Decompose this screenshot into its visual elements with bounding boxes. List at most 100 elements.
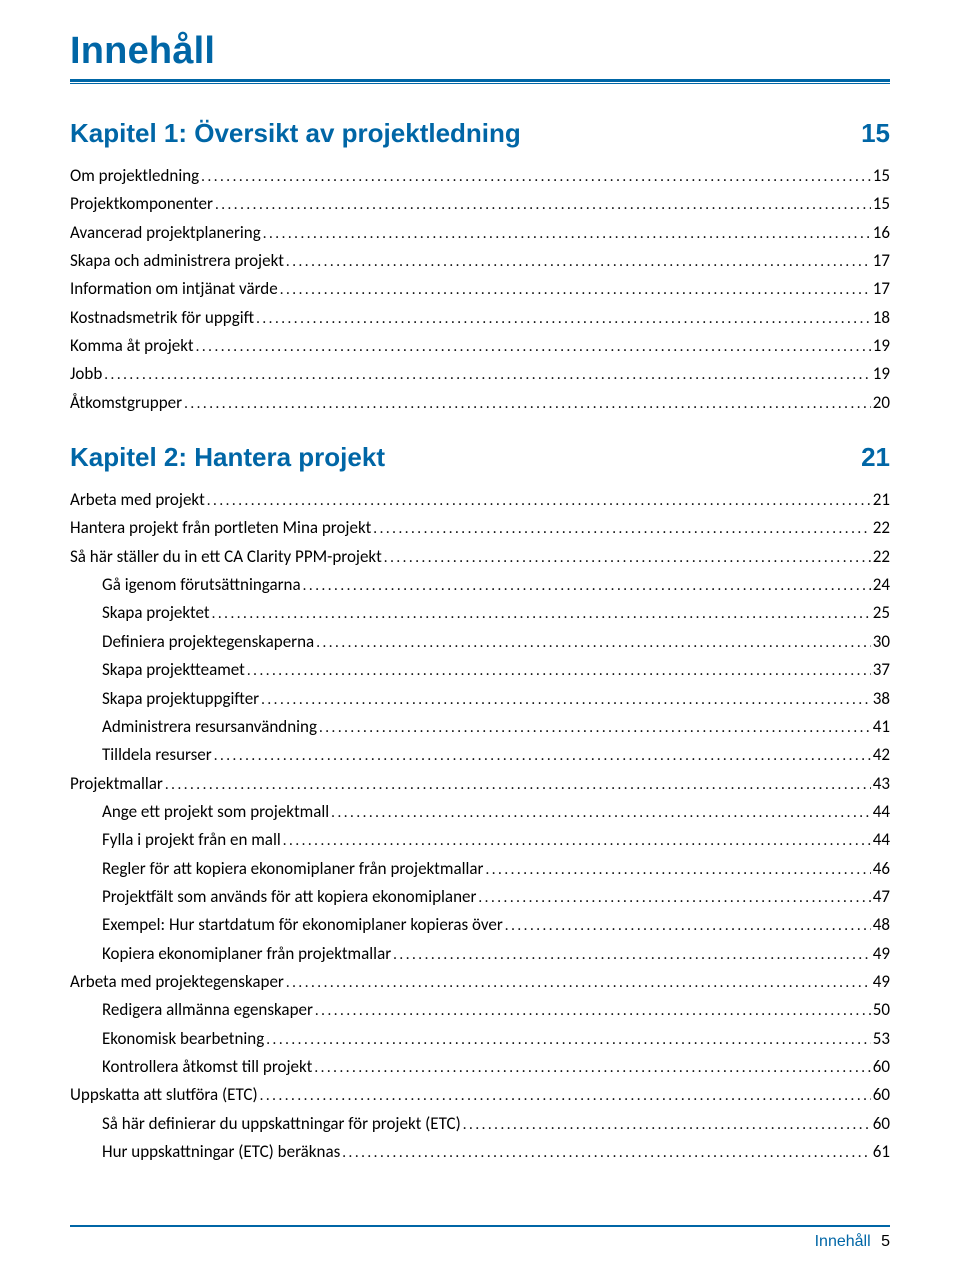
toc-entry[interactable]: Så här definierar du uppskattningar för … xyxy=(102,1111,890,1137)
toc-entry-label: Projektfält som används för att kopiera … xyxy=(102,884,476,910)
toc-entry[interactable]: Skapa projektteamet 37 xyxy=(102,657,890,683)
toc-leader-dots xyxy=(212,603,871,626)
toc-entry[interactable]: Regler för att kopiera ekonomiplaner frå… xyxy=(102,856,890,882)
toc-entry-page: 41 xyxy=(873,714,890,740)
toc-entry-label: Så här ställer du in ett CA Clarity PPM-… xyxy=(70,544,382,570)
toc-entry[interactable]: Avancerad projektplanering16 xyxy=(70,220,890,246)
toc-entry[interactable]: Projektmallar43 xyxy=(70,771,890,797)
toc-entry[interactable]: Hantera projekt från portleten Mina proj… xyxy=(70,515,890,541)
toc-entry[interactable]: Tilldela resurser42 xyxy=(102,742,890,768)
toc-leader-dots xyxy=(393,944,871,967)
toc-entry[interactable]: Skapa projektuppgifter38 xyxy=(102,686,890,712)
toc-entry[interactable]: Projektfält som används för att kopiera … xyxy=(102,884,890,910)
toc-entry-label: Kostnadsmetrik för uppgift xyxy=(70,305,254,331)
toc-entry-label: Ange ett projekt som projektmall xyxy=(102,799,329,825)
toc-entry-label: Regler för att kopiera ekonomiplaner frå… xyxy=(102,856,483,882)
toc-entry-label: Kopiera ekonomiplaner från projektmallar xyxy=(102,941,391,967)
toc-entry-page: 46 xyxy=(873,856,890,882)
toc-leader-dots xyxy=(286,251,871,274)
toc-entry[interactable]: Kopiera ekonomiplaner från projektmallar… xyxy=(102,941,890,967)
toc-entry[interactable]: Åtkomstgrupper 20 xyxy=(70,390,890,416)
toc-entry[interactable]: Jobb19 xyxy=(70,361,890,387)
toc-leader-dots xyxy=(283,830,871,853)
toc-entry-label: Åtkomstgrupper xyxy=(70,390,182,416)
toc-entry-label: Uppskatta att slutföra (ETC) xyxy=(70,1082,258,1108)
toc-entry[interactable]: Kontrollera åtkomst till projekt60 xyxy=(102,1054,890,1080)
toc-entry[interactable]: Fylla i projekt från en mall44 xyxy=(102,827,890,853)
toc-leader-dots xyxy=(165,774,871,797)
page-footer: Innehåll 5 xyxy=(70,1225,890,1251)
footer-label: Innehåll xyxy=(815,1233,871,1250)
toc-entry[interactable]: Redigera allmänna egenskaper50 xyxy=(102,997,890,1023)
toc-entry[interactable]: Uppskatta att slutföra (ETC) 60 xyxy=(70,1082,890,1108)
toc-entry[interactable]: Ange ett projekt som projektmall 44 xyxy=(102,799,890,825)
toc-leader-dots xyxy=(463,1114,871,1137)
footer-rule xyxy=(70,1225,890,1227)
toc-leader-dots xyxy=(184,393,871,416)
toc-entry-page: 49 xyxy=(873,941,890,967)
chapter-heading-page: 21 xyxy=(861,442,890,473)
toc-leader-dots xyxy=(485,859,870,882)
toc-leader-dots xyxy=(319,717,871,740)
toc-entry[interactable]: Hur uppskattningar (ETC) beräknas 61 xyxy=(102,1139,890,1165)
toc-entry[interactable]: Skapa och administrera projekt17 xyxy=(70,248,890,274)
toc-entry-label: Redigera allmänna egenskaper xyxy=(102,997,313,1023)
toc-entry[interactable]: Definiera projektegenskaperna30 xyxy=(102,629,890,655)
toc-entry-label: Arbeta med projektegenskaper xyxy=(70,969,284,995)
toc-leader-dots xyxy=(384,547,871,570)
toc-entry-page: 20 xyxy=(873,390,890,416)
toc-entry-page: 37 xyxy=(873,657,890,683)
toc-entry-label: Arbeta med projekt xyxy=(70,487,205,513)
toc-entry-label: Administrera resursanvändning xyxy=(102,714,317,740)
toc-entry-page: 44 xyxy=(873,799,890,825)
title-rule-thick xyxy=(70,79,890,82)
toc-entry[interactable]: Gå igenom förutsättningarna24 xyxy=(102,572,890,598)
footer-text: Innehåll 5 xyxy=(70,1233,890,1251)
toc-entry[interactable]: Ekonomisk bearbetning53 xyxy=(102,1026,890,1052)
toc-entry[interactable]: Exempel: Hur startdatum för ekonomiplane… xyxy=(102,912,890,938)
toc-section-2: Arbeta med projekt21Hantera projekt från… xyxy=(70,487,890,1165)
toc-entry-label: Fylla i projekt från en mall xyxy=(102,827,281,853)
toc-entry-page: 22 xyxy=(873,544,890,570)
chapter-heading-1[interactable]: Kapitel 1: Översikt av projektledning 15 xyxy=(70,118,890,149)
toc-entry-page: 18 xyxy=(873,305,890,331)
toc-entry-label: Hantera projekt från portleten Mina proj… xyxy=(70,515,371,541)
toc-entry[interactable]: Om projektledning15 xyxy=(70,163,890,189)
toc-entry-page: 61 xyxy=(873,1139,890,1165)
chapter-heading-page: 15 xyxy=(861,118,890,149)
title-rule-thin xyxy=(70,83,890,84)
toc-entry[interactable]: Komma åt projekt19 xyxy=(70,333,890,359)
toc-entry-page: 22 xyxy=(873,515,890,541)
toc-entry[interactable]: Information om intjänat värde 17 xyxy=(70,276,890,302)
toc-entry[interactable]: Projektkomponenter 15 xyxy=(70,191,890,217)
toc-entry-label: Hur uppskattningar (ETC) beräknas xyxy=(102,1139,340,1165)
toc-section-1: Om projektledning15Projektkomponenter 15 A… xyxy=(70,163,890,416)
toc-entry-page: 17 xyxy=(873,276,890,302)
toc-leader-dots xyxy=(266,1029,871,1052)
toc-leader-dots xyxy=(315,1000,871,1023)
page: Innehåll Kapitel 1: Översikt av projektl… xyxy=(0,0,960,1285)
toc-leader-dots xyxy=(261,689,871,712)
toc-entry[interactable]: Så här ställer du in ett CA Clarity PPM-… xyxy=(70,544,890,570)
toc-entry-label: Projektkomponenter xyxy=(70,191,213,217)
toc-entry-page: 53 xyxy=(873,1026,890,1052)
toc-entry-page: 15 xyxy=(873,191,890,217)
toc-entry-label: Skapa projektteamet xyxy=(102,657,245,683)
toc-entry[interactable]: Administrera resursanvändning 41 xyxy=(102,714,890,740)
toc-entry[interactable]: Skapa projektet25 xyxy=(102,600,890,626)
toc-entry-page: 19 xyxy=(873,333,890,359)
page-title: Innehåll xyxy=(70,30,890,73)
toc-entry-label: Information om intjänat värde xyxy=(70,276,278,302)
toc-entry[interactable]: Arbeta med projektegenskaper49 xyxy=(70,969,890,995)
toc-entry-page: 42 xyxy=(873,742,890,768)
toc-leader-dots xyxy=(314,1057,870,1080)
toc-entry[interactable]: Arbeta med projekt21 xyxy=(70,487,890,513)
toc-entry-label: Exempel: Hur startdatum för ekonomiplane… xyxy=(102,912,503,938)
toc-leader-dots xyxy=(256,308,871,331)
toc-entry-page: 60 xyxy=(873,1082,890,1108)
toc-entry[interactable]: Kostnadsmetrik för uppgift 18 xyxy=(70,305,890,331)
toc-entry-label: Om projektledning xyxy=(70,163,199,189)
chapter-heading-2[interactable]: Kapitel 2: Hantera projekt 21 xyxy=(70,442,890,473)
toc-entry-page: 60 xyxy=(873,1054,890,1080)
toc-leader-dots xyxy=(342,1142,871,1165)
